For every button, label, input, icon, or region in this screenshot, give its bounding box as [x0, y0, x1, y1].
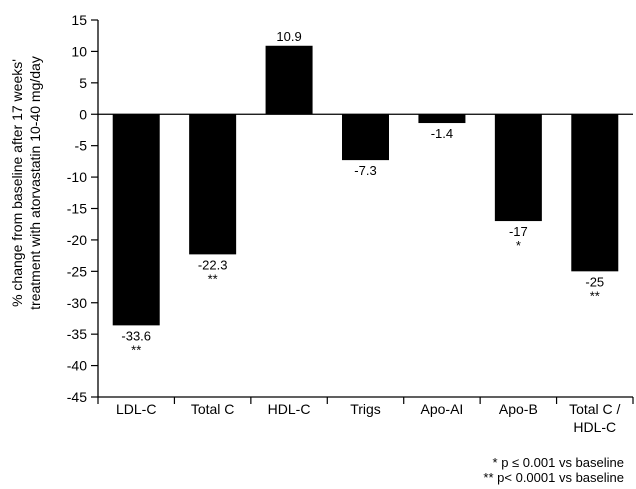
y-tick-label: 10: [71, 43, 87, 59]
y-tick-label: -40: [67, 358, 87, 374]
y-tick-label: -35: [67, 326, 87, 342]
y-tick-label: -30: [67, 295, 87, 311]
value-label: -25: [585, 274, 604, 289]
y-axis-label-line: % change from baseline after 17 weeks': [9, 59, 25, 307]
category-label: Total C: [191, 401, 235, 417]
y-tick-label: 15: [71, 12, 87, 28]
significance-label: **: [131, 342, 141, 357]
y-tick-label: -45: [67, 389, 87, 405]
footnote-single-asterisk: * p ≤ 0.001 vs baseline: [492, 455, 624, 470]
y-axis-label: % change from baseline after 17 weeks' tr…: [9, 56, 43, 310]
data-labels: -33.6**-22.3**10.9-7.3-1.4-17*-25**: [121, 29, 604, 358]
value-label: -1.4: [431, 126, 453, 141]
bar-ldl-c: [112, 114, 160, 326]
y-tick-label: -5: [75, 138, 88, 154]
category-label: HDL-C: [573, 419, 616, 435]
significance-label: **: [208, 271, 218, 286]
y-tick-label: 0: [79, 106, 87, 122]
footnote-double-asterisk: ** p< 0.0001 vs baseline: [483, 470, 624, 485]
value-label: -22.3: [198, 257, 228, 272]
value-label: -17: [509, 224, 528, 239]
category-label: Trigs: [350, 401, 381, 417]
bar-total-c: [189, 114, 237, 255]
value-label: -33.6: [121, 328, 151, 343]
category-label: Total C /: [569, 401, 620, 417]
bar-apo-ai: [418, 114, 466, 124]
bar-trigs: [342, 114, 389, 161]
category-label: HDL-C: [268, 401, 311, 417]
y-tick-label: 5: [79, 75, 87, 91]
bars: [112, 45, 619, 326]
significance-label: **: [590, 288, 600, 303]
value-label: -7.3: [354, 163, 376, 178]
y-axis-label-line: treatment with atorvastatin 10-40 mg/day: [27, 56, 43, 310]
y-tick-label: -15: [67, 201, 87, 217]
category-label: LDL-C: [116, 401, 156, 417]
category-label: Apo-AI: [421, 401, 464, 417]
bar-total-c-hdl-c: [571, 114, 619, 272]
significance-label: *: [516, 238, 521, 253]
y-tick-label: -20: [67, 232, 87, 248]
category-label: Apo-B: [499, 401, 538, 417]
y-tick-label: -25: [67, 263, 87, 279]
value-label: 10.9: [276, 29, 301, 44]
y-tick-label: -10: [67, 169, 87, 185]
x-category-labels: LDL-C Total C HDL-C Trigs Apo-AI Apo-B Total C…: [116, 401, 621, 435]
bar-apo-b: [494, 114, 542, 222]
bar-hdl-c: [265, 45, 313, 115]
